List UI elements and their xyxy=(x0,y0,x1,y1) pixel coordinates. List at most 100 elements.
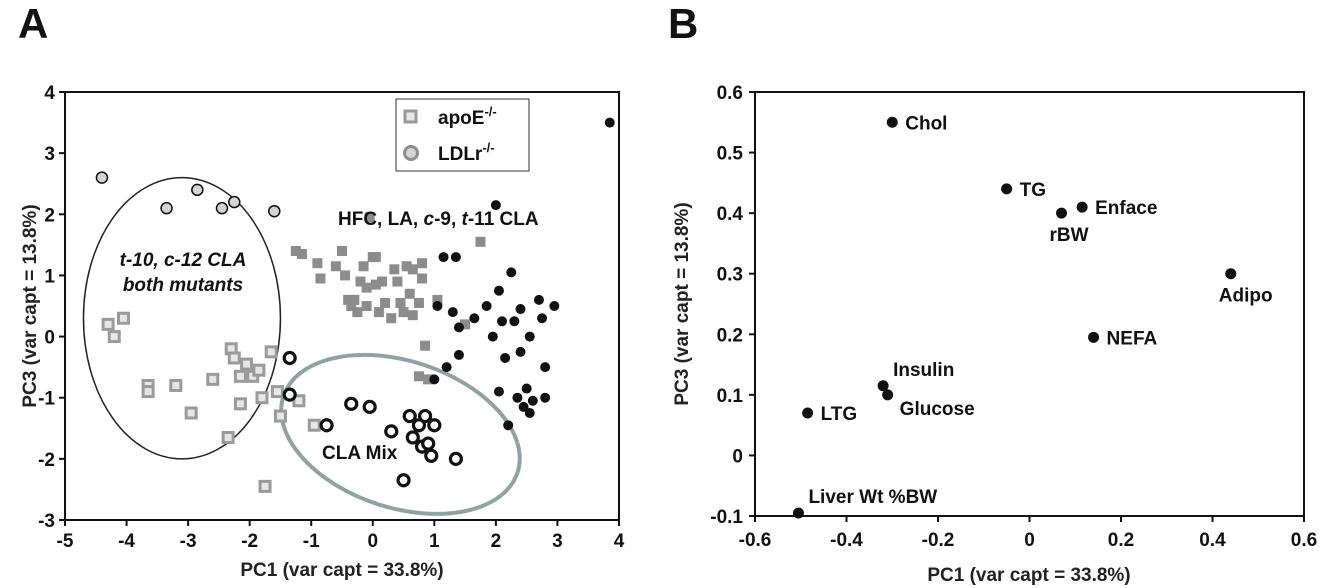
loading-point-insulin xyxy=(877,380,889,392)
point-apoe-solid xyxy=(358,261,369,272)
point-ldlr-filled xyxy=(524,408,535,418)
point-ldlr-filled xyxy=(515,346,526,357)
panel-a-x-tick-label: 2 xyxy=(491,531,502,552)
loading-label: Liver Wt %BW xyxy=(808,487,937,508)
point-apoe-open xyxy=(107,330,121,344)
panel-a-y-tick-label: -1 xyxy=(38,389,55,410)
point-ldlr-filled xyxy=(533,294,544,305)
point-ldlr-filled xyxy=(481,301,492,311)
point-apoe-solid xyxy=(386,313,397,324)
panel-a-plot-frame xyxy=(64,91,620,521)
panel-b-x-tick-label: 0.6 xyxy=(1291,530,1317,551)
point-ldlr-filled xyxy=(447,307,458,318)
point-ldlr-filled xyxy=(453,349,464,360)
point-ldlr-light xyxy=(191,183,204,197)
point-ldlr-light xyxy=(268,204,281,218)
panel-a-y-tick-label: -2 xyxy=(38,450,55,471)
point-apoe-open xyxy=(184,406,198,420)
legend-circle-marker xyxy=(403,145,419,161)
panel-a-x-tick-label: 3 xyxy=(552,531,563,552)
point-apoe-solid xyxy=(460,319,471,330)
loading-label: TG xyxy=(1020,180,1046,201)
panel-a-ellipses xyxy=(82,176,522,516)
point-ldlr-open xyxy=(282,387,297,402)
panel-b-ticks: -0.6 -0.4 -0.2 0 0.2 0.4 0.6 -0.1 0 0.1 0.2 0.3 0.4 0… xyxy=(710,83,1317,551)
point-apoe-solid xyxy=(392,276,403,287)
panel-a-ticks: -5 -4 -3 -2 -1 0 1 2 3 4 -3 -2 -1 0 1 2 3 4 xyxy=(38,83,625,552)
panel-b-chart: Chol TG Enface rBW Adipo NEFA Insulin Glucose LT… xyxy=(672,83,1317,586)
loading-point-adipo xyxy=(1225,268,1237,280)
point-apoe-open xyxy=(264,345,278,359)
point-ldlr-filled xyxy=(487,331,498,342)
point-apoe-solid xyxy=(340,270,351,281)
point-apoe-open xyxy=(252,363,266,377)
point-apoe-open xyxy=(240,357,254,371)
point-ldlr-filled xyxy=(453,322,464,333)
point-ldlr-filled xyxy=(512,392,523,403)
point-apoe-solid xyxy=(330,261,341,272)
panel-a-x-tick-label: -2 xyxy=(241,531,258,552)
panel-b-y-tick-label: 0.1 xyxy=(717,386,744,407)
point-apoe-solid xyxy=(407,264,418,275)
panel-b-y-axis-label: PC3 (var capt = 13.8%) xyxy=(672,202,693,405)
panel-a-x-tick-label: 0 xyxy=(367,531,378,552)
panel-a-y-tick-label: 3 xyxy=(44,144,55,165)
panel-b-points: Chol TG Enface rBW Adipo NEFA Insulin Glucose LT… xyxy=(792,113,1273,519)
point-apoe-open xyxy=(227,351,241,365)
loading-point-ltg xyxy=(802,407,814,419)
point-apoe-solid xyxy=(423,374,434,385)
loading-point-enface xyxy=(1076,201,1088,213)
panel-a-points xyxy=(95,117,615,493)
point-apoe-solid xyxy=(413,371,424,382)
point-ldlr-light xyxy=(160,201,173,215)
point-apoe-solid xyxy=(370,279,381,290)
point-ldlr-open xyxy=(448,451,463,466)
loading-label: Chol xyxy=(905,113,947,134)
panel-a-x-tick-label: -4 xyxy=(118,531,135,552)
panel-b-x-tick-label: 0.2 xyxy=(1108,530,1134,551)
point-ldlr-filled xyxy=(549,301,560,311)
point-apoe-solid xyxy=(475,236,486,247)
point-apoe-solid xyxy=(389,264,400,275)
point-apoe-solid xyxy=(404,288,415,299)
point-apoe-solid xyxy=(401,261,412,272)
point-apoe-open xyxy=(141,385,155,399)
point-ldlr-open xyxy=(427,418,442,433)
point-ldlr-open xyxy=(344,396,359,411)
panel-b-x-tick-label: 0 xyxy=(1024,530,1035,551)
point-ldlr-filled xyxy=(429,374,440,385)
point-ldlr-filled xyxy=(518,401,529,412)
point-apoe-solid xyxy=(413,297,424,308)
loading-point-chol xyxy=(886,116,898,128)
point-ldlr-open xyxy=(384,424,399,439)
panel-b-x-tick-label: -0.4 xyxy=(830,530,863,551)
point-ldlr-filled xyxy=(515,304,526,315)
annotation-cla-mix: CLA Mix xyxy=(322,443,398,464)
panel-a-legend: apoE-/- LDLr-/- xyxy=(395,98,530,172)
point-apoe-solid xyxy=(349,294,360,305)
point-ldlr-open xyxy=(402,408,417,424)
panel-a-y-tick-label: -3 xyxy=(38,511,55,532)
point-apoe-solid xyxy=(417,258,428,269)
panel-a-x-axis-label: PC1 (var capt = 33.8%) xyxy=(240,560,443,581)
annotation-t10c12-line2: both mutants xyxy=(123,275,243,296)
point-ldlr-filled xyxy=(506,267,517,278)
point-ldlr-filled xyxy=(537,313,548,324)
point-apoe-solid xyxy=(361,301,372,311)
panel-b-y-tick-label: 0.6 xyxy=(717,83,743,104)
point-ldlr-filled xyxy=(432,301,443,311)
point-ldlr-filled xyxy=(438,252,449,263)
panel-a-x-tick-label: -3 xyxy=(180,531,197,552)
panel-a-x-tick-label: -5 xyxy=(57,531,74,552)
panel-b-y-tick-label: 0.2 xyxy=(717,325,743,346)
point-apoe-solid xyxy=(377,276,388,287)
point-apoe-solid xyxy=(343,294,354,305)
point-apoe-open xyxy=(307,418,321,432)
point-apoe-open xyxy=(116,311,130,325)
point-ldlr-filled xyxy=(450,252,461,263)
point-apoe-open xyxy=(233,397,247,411)
point-apoe-open xyxy=(101,317,115,331)
panel-a-x-tick-label: -1 xyxy=(303,531,320,552)
panel-a-y-tick-label: 4 xyxy=(44,83,55,104)
